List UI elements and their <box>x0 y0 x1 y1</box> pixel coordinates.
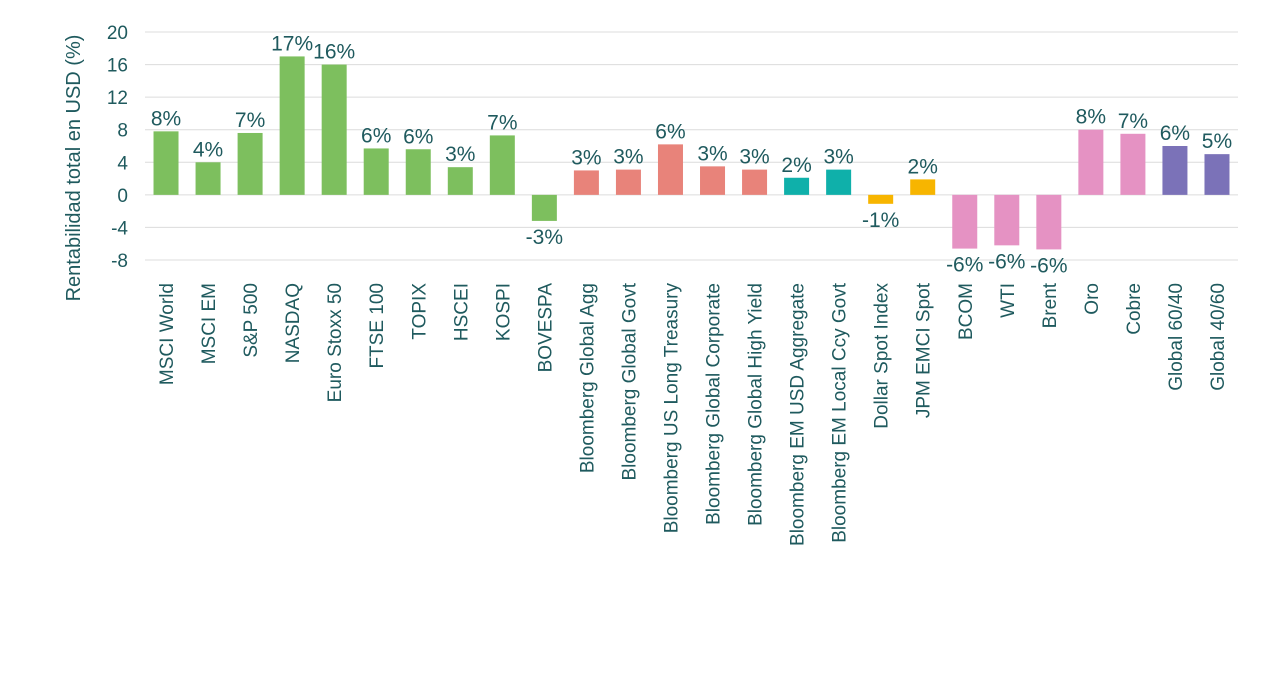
x-tick-label: Dollar Spot Index <box>872 283 893 429</box>
data-label: -3% <box>526 226 563 249</box>
y-tick-label: 8 <box>117 121 128 142</box>
x-tick-label: NASDAQ <box>283 283 304 363</box>
data-label: -6% <box>988 250 1025 273</box>
x-axis-ticks: MSCI World MSCI EM S&P 500 NASDAQ Euro Stoxx… <box>157 282 1229 546</box>
bar <box>573 170 599 195</box>
data-label: 4% <box>193 138 223 161</box>
bar <box>1162 146 1188 195</box>
y-tick-label: 0 <box>117 186 128 207</box>
x-tick-label: FTSE 100 <box>367 283 388 369</box>
x-tick-label: Bloomberg Global High Yield <box>746 283 767 526</box>
x-tick-label: HSCEI <box>451 283 472 341</box>
data-label: 6% <box>655 120 685 143</box>
x-tick-label: BCOM <box>956 283 977 340</box>
data-label: -6% <box>1030 254 1067 277</box>
data-label: 3% <box>823 146 853 169</box>
y-axis-ticks: 20 16 12 8 4 0 -4 -8 <box>107 23 129 272</box>
bar <box>868 194 894 204</box>
data-label: 17% <box>271 32 313 55</box>
x-tick-label: Bloomberg Global Govt <box>619 282 640 480</box>
data-label: -1% <box>862 209 899 232</box>
bar <box>405 149 431 195</box>
bar <box>447 167 473 195</box>
y-tick-label: -4 <box>111 218 128 239</box>
data-label: 8% <box>151 107 181 130</box>
y-tick-label: 16 <box>107 56 128 77</box>
x-tick-label: Global 60/40 <box>1166 283 1187 391</box>
data-label: 7% <box>487 111 517 134</box>
x-tick-label: Bloomberg Global Corporate <box>704 283 725 525</box>
x-tick-label: Cobre <box>1124 283 1145 335</box>
data-label: 3% <box>697 142 727 165</box>
y-tick-label: 4 <box>117 153 128 174</box>
y-tick-label: 12 <box>107 88 128 109</box>
x-tick-label: Bloomberg EM Local Ccy Govt <box>830 282 851 542</box>
x-tick-label: BOVESPA <box>535 283 556 373</box>
x-tick-label: Oro <box>1082 283 1103 315</box>
data-label: 6% <box>403 125 433 148</box>
bar <box>489 135 515 195</box>
bar <box>321 64 347 195</box>
bar <box>279 56 305 195</box>
bar <box>363 148 389 195</box>
x-tick-label: JPM EMCI Spot <box>914 282 935 418</box>
data-label: 3% <box>445 143 475 166</box>
data-labels: 8% 4% 7% 17% 16% 6% 6% 3% 7% -3% 3% 3% 6% 3% 3% 2% 3% -1%… <box>151 32 1232 277</box>
y-axis-title: Rentabilidad total en USD (%) <box>63 35 85 302</box>
x-tick-label: KOSPI <box>493 283 514 341</box>
bar <box>826 169 852 195</box>
data-label: -6% <box>946 254 983 277</box>
bar <box>784 177 810 195</box>
bar <box>994 194 1020 246</box>
data-label: 2% <box>781 154 811 177</box>
grid-lines <box>145 31 1238 261</box>
x-tick-label: Bloomberg US Long Treasury <box>661 283 682 534</box>
x-tick-label: S&P 500 <box>241 283 262 358</box>
y-tick-label: 20 <box>107 23 128 44</box>
data-label: 8% <box>1076 106 1106 129</box>
x-tick-label: Bloomberg EM USD Aggregate <box>788 283 809 546</box>
bar <box>237 132 263 195</box>
x-tick-label: Brent <box>1040 282 1061 328</box>
y-tick-label: -8 <box>111 251 128 272</box>
bar <box>1078 129 1104 195</box>
bar <box>952 194 978 249</box>
bar <box>195 162 221 195</box>
bar <box>657 144 683 195</box>
data-label: 6% <box>1160 122 1190 145</box>
data-label: 5% <box>1202 130 1232 153</box>
data-label: 7% <box>1118 110 1148 133</box>
data-label: 7% <box>235 109 265 132</box>
data-label: 2% <box>908 155 938 178</box>
bar <box>1204 154 1230 195</box>
data-label: 3% <box>571 146 601 169</box>
bar <box>742 169 768 195</box>
x-tick-label: Global 40/60 <box>1208 283 1229 391</box>
data-label: 16% <box>313 41 355 64</box>
bar <box>1036 194 1062 250</box>
bar <box>700 166 726 195</box>
data-label: 3% <box>739 146 769 169</box>
bar <box>615 169 641 195</box>
x-tick-label: WTI <box>998 283 1019 318</box>
bars <box>153 56 1230 250</box>
x-tick-label: TOPIX <box>409 283 430 340</box>
bar <box>153 131 179 195</box>
data-label: 6% <box>361 124 391 147</box>
x-tick-label: MSCI World <box>157 283 178 385</box>
x-tick-label: Bloomberg Global Agg <box>577 283 598 473</box>
bar <box>910 179 936 195</box>
x-tick-label: Euro Stoxx 50 <box>325 283 346 402</box>
bar <box>1120 133 1146 195</box>
x-tick-label: MSCI EM <box>199 283 220 364</box>
bar <box>531 194 557 221</box>
data-label: 3% <box>613 146 643 169</box>
